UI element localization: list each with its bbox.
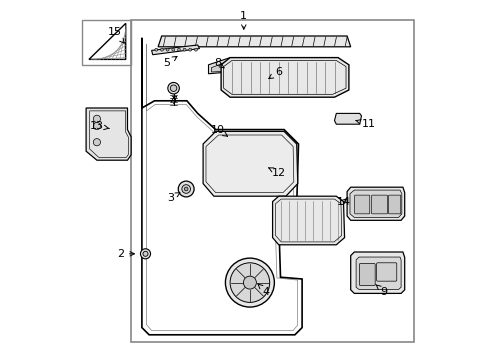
Text: 11: 11 [355, 119, 375, 129]
Polygon shape [355, 257, 400, 289]
Text: 14: 14 [336, 197, 350, 207]
Polygon shape [334, 113, 361, 124]
Circle shape [93, 139, 101, 146]
Text: 4: 4 [257, 284, 269, 297]
Polygon shape [272, 196, 344, 245]
Text: 8: 8 [214, 58, 224, 68]
Polygon shape [203, 131, 297, 196]
Text: 2: 2 [117, 249, 134, 259]
Circle shape [166, 48, 169, 51]
Polygon shape [350, 252, 404, 293]
Circle shape [167, 82, 179, 94]
Polygon shape [349, 190, 401, 217]
Bar [82, 20, 131, 65]
Text: 3: 3 [167, 193, 180, 203]
Polygon shape [346, 187, 404, 220]
FancyBboxPatch shape [387, 195, 400, 214]
Text: 7: 7 [170, 96, 177, 106]
Bar [131, 20, 413, 342]
Polygon shape [158, 36, 350, 47]
FancyBboxPatch shape [354, 195, 369, 214]
Circle shape [183, 48, 185, 51]
FancyBboxPatch shape [359, 264, 374, 285]
Circle shape [230, 263, 269, 302]
Polygon shape [208, 58, 231, 74]
Circle shape [170, 85, 177, 91]
Circle shape [178, 181, 194, 197]
Circle shape [182, 185, 190, 193]
Circle shape [142, 251, 148, 256]
Circle shape [155, 48, 158, 51]
Polygon shape [221, 58, 348, 97]
Polygon shape [211, 62, 227, 72]
Circle shape [160, 48, 163, 51]
Circle shape [194, 48, 197, 51]
Text: 9: 9 [375, 284, 387, 297]
Polygon shape [151, 45, 199, 55]
FancyBboxPatch shape [371, 195, 386, 214]
FancyBboxPatch shape [376, 263, 396, 281]
Text: 13: 13 [90, 121, 109, 131]
Circle shape [171, 48, 174, 51]
Circle shape [243, 276, 256, 289]
Text: 1: 1 [240, 11, 247, 29]
Text: 15: 15 [108, 27, 124, 43]
Circle shape [177, 48, 180, 51]
Circle shape [93, 122, 101, 130]
Circle shape [93, 115, 101, 122]
Text: 5: 5 [163, 57, 177, 68]
Circle shape [225, 258, 274, 307]
Text: 10: 10 [210, 125, 227, 136]
Text: 6: 6 [268, 67, 282, 78]
Polygon shape [86, 108, 131, 160]
Circle shape [188, 48, 191, 51]
Circle shape [184, 187, 187, 191]
Circle shape [140, 249, 150, 259]
Text: 12: 12 [268, 168, 285, 178]
